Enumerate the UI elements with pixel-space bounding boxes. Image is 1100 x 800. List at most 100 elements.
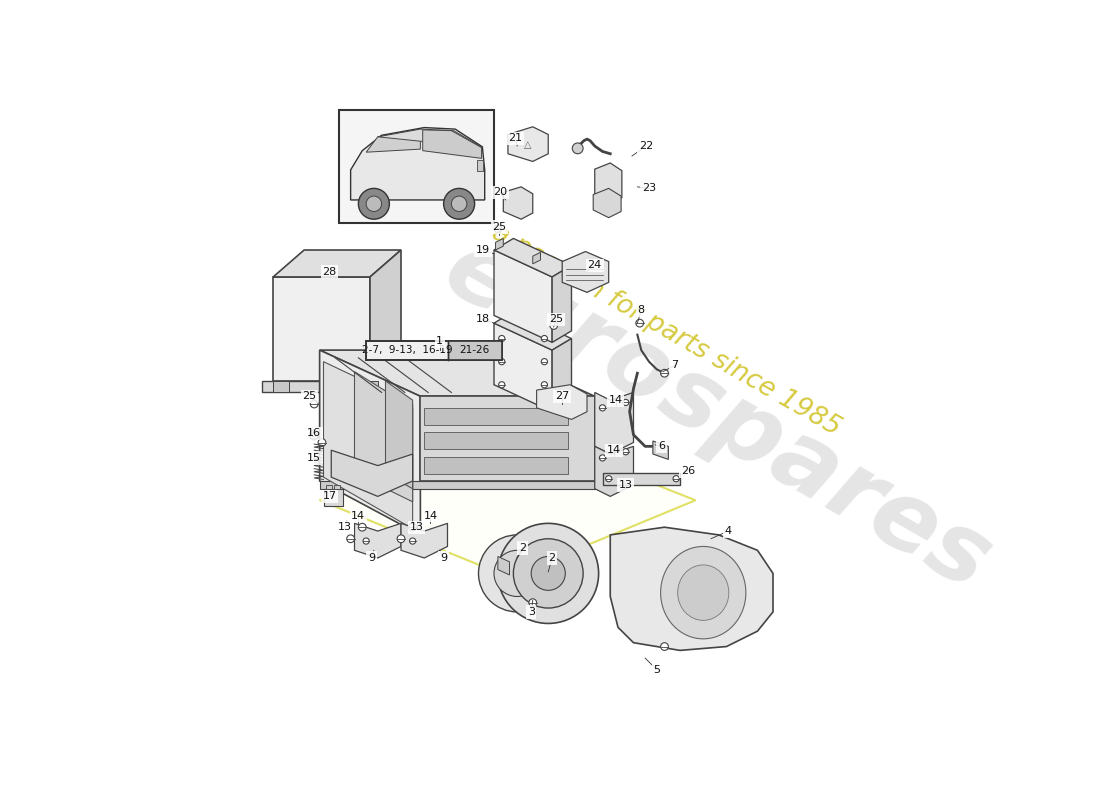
Text: 18: 18 [476,314,491,324]
Text: 14: 14 [424,510,438,521]
Text: 2: 2 [519,543,526,553]
Circle shape [451,196,466,211]
Circle shape [531,557,565,590]
Text: 14: 14 [351,510,365,521]
Polygon shape [354,372,412,502]
Text: 24: 24 [587,261,602,270]
Circle shape [318,438,326,446]
Bar [326,485,332,490]
Circle shape [498,382,505,388]
Polygon shape [402,523,448,558]
Text: 26: 26 [681,466,695,476]
Text: 19: 19 [476,245,491,255]
Circle shape [623,399,629,406]
Text: 6: 6 [658,442,664,451]
Polygon shape [351,127,485,200]
Text: 23: 23 [642,183,656,194]
Polygon shape [366,129,420,152]
Polygon shape [354,523,402,558]
Polygon shape [593,188,622,218]
Polygon shape [385,381,412,489]
Polygon shape [532,252,540,264]
Polygon shape [498,557,509,575]
Bar [448,341,502,360]
Text: 25: 25 [549,314,563,324]
Circle shape [661,642,669,650]
Text: 2-7,  9-13,  16-19: 2-7, 9-13, 16-19 [362,346,452,355]
Polygon shape [595,163,621,204]
Circle shape [636,319,644,327]
Polygon shape [425,408,568,425]
Circle shape [346,535,354,542]
Bar [477,160,483,171]
Circle shape [572,143,583,154]
Text: 9: 9 [368,553,375,563]
Circle shape [600,405,606,411]
Circle shape [359,523,366,531]
Text: 9: 9 [440,553,448,563]
Circle shape [673,476,679,482]
Circle shape [498,358,505,365]
Circle shape [529,599,537,606]
Polygon shape [537,385,587,419]
Circle shape [514,538,583,608]
Polygon shape [331,450,412,496]
Polygon shape [610,527,773,650]
Polygon shape [323,362,412,529]
Polygon shape [420,396,595,481]
Text: 21-26: 21-26 [460,346,490,355]
Polygon shape [494,323,552,412]
Text: △: △ [525,139,532,150]
Polygon shape [595,393,634,454]
Text: 7: 7 [671,361,678,370]
Polygon shape [495,238,504,250]
Text: 25: 25 [493,222,506,232]
Bar [323,489,343,506]
Text: a passion for parts since 1985: a passion for parts since 1985 [487,219,845,441]
Circle shape [494,225,502,232]
Ellipse shape [661,546,746,639]
Polygon shape [359,381,377,393]
Text: 5: 5 [653,665,660,674]
Text: 13: 13 [409,522,424,532]
Circle shape [443,188,474,219]
Circle shape [550,322,558,330]
Polygon shape [494,312,572,350]
Text: 14: 14 [607,445,621,455]
Circle shape [359,188,389,219]
Circle shape [494,550,540,597]
Bar [366,341,502,360]
Polygon shape [552,266,572,342]
Text: 16: 16 [307,428,321,438]
Polygon shape [320,350,420,535]
Text: 3: 3 [528,607,535,617]
Polygon shape [377,129,483,147]
Text: 20: 20 [493,187,507,198]
Polygon shape [552,338,572,412]
Text: 13: 13 [618,480,632,490]
Circle shape [541,335,548,342]
Circle shape [498,523,598,623]
Polygon shape [320,350,595,396]
Polygon shape [494,250,552,342]
Circle shape [606,476,612,482]
Text: 27: 27 [556,391,570,402]
Circle shape [661,370,669,377]
Polygon shape [603,474,680,485]
Polygon shape [422,130,482,158]
Circle shape [409,523,417,531]
Text: 15: 15 [307,453,321,463]
Polygon shape [562,251,608,292]
Polygon shape [273,250,402,277]
Polygon shape [425,457,568,474]
Text: 13: 13 [338,522,352,532]
Ellipse shape [678,565,729,620]
Text: 8: 8 [638,305,645,315]
Circle shape [409,538,416,544]
Text: 22: 22 [639,141,653,151]
Polygon shape [262,381,377,393]
Text: 28: 28 [322,266,337,277]
Polygon shape [320,427,695,578]
Circle shape [397,535,405,542]
Circle shape [623,449,629,455]
